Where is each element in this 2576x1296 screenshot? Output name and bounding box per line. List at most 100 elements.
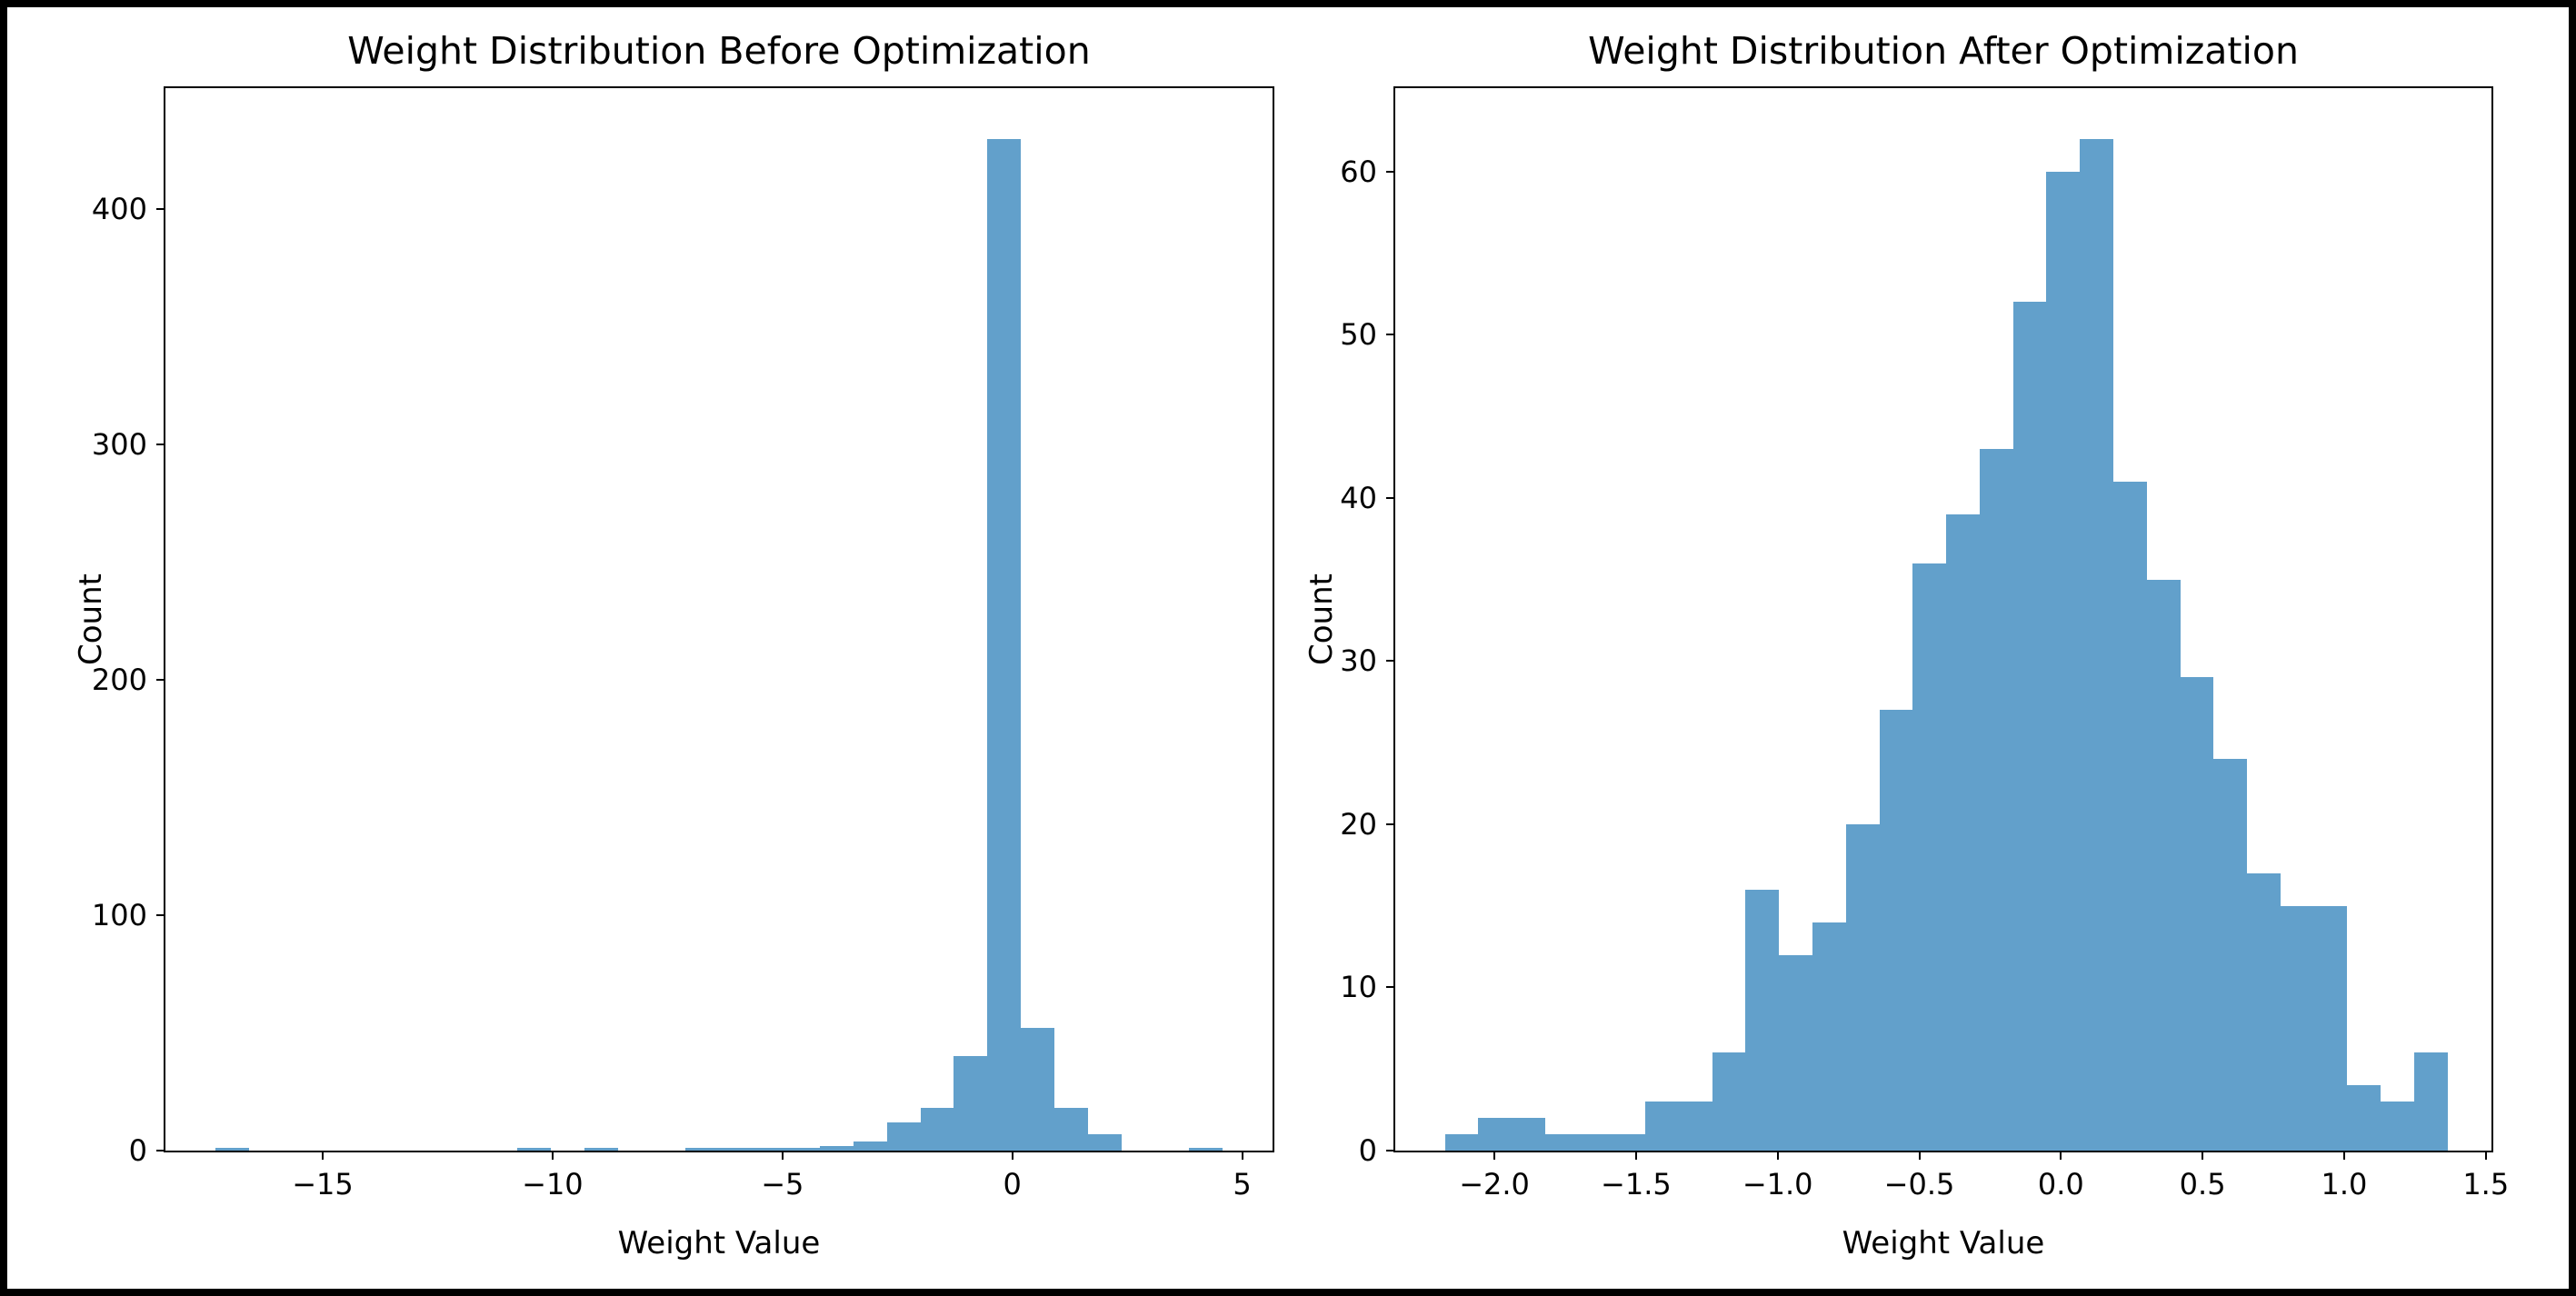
- histogram-bar: [2012, 302, 2047, 1151]
- x-tick-mark: [781, 1151, 784, 1160]
- histogram-bar: [1845, 823, 1880, 1151]
- y-axis-label-before: Count: [73, 573, 109, 665]
- histogram-bar: [1779, 954, 1813, 1151]
- histogram-bar: [1745, 889, 1780, 1151]
- x-tick-label: 1.0: [2321, 1167, 2368, 1201]
- histogram-bar: [2112, 481, 2147, 1151]
- histogram-bar: [2180, 677, 2214, 1151]
- histogram-bar: [2146, 579, 2181, 1151]
- histogram-bar: [2046, 171, 2081, 1151]
- histogram-bar: [2347, 1085, 2381, 1151]
- histogram-bar: [1979, 448, 2013, 1151]
- histogram-bar: [1712, 1052, 1746, 1151]
- histogram-bar: [584, 1148, 619, 1151]
- plot-area-after: −2.0 −1.5 −1.0 −0.5 0.0 0.5 1.0 1.5 0 10 20 30 40 50 6…: [1340, 86, 2509, 1201]
- y-tick-mark: [156, 679, 165, 682]
- histogram-bar: [1054, 1108, 1089, 1151]
- y-tick-label: 400: [91, 192, 147, 227]
- y-tick-mark: [1386, 496, 1395, 499]
- x-tick-label: −10: [522, 1167, 584, 1201]
- histogram-bar: [215, 1148, 250, 1151]
- histogram-bar: [2247, 872, 2281, 1151]
- histogram-bar: [853, 1141, 887, 1151]
- y-tick-mark: [156, 208, 165, 211]
- histogram-bar: [2213, 759, 2248, 1151]
- y-tick-mark: [156, 914, 165, 917]
- histogram-bar: [1912, 563, 1947, 1151]
- x-tick-label: −1.5: [1601, 1167, 1672, 1201]
- histogram-bar: [1578, 1134, 1612, 1151]
- histogram-bar: [1088, 1133, 1123, 1151]
- y-tick-mark: [1386, 660, 1395, 663]
- plot-area-before: −15 −10 −5 0 5 0 100 200 300 400: [92, 86, 1274, 1201]
- histogram-bar: [1478, 1118, 1513, 1151]
- x-tick-mark: [1776, 1151, 1779, 1160]
- y-tick-label: 100: [91, 898, 147, 933]
- histogram-bar: [954, 1056, 988, 1151]
- x-tick-label: 0.0: [2037, 1167, 2084, 1201]
- histogram-bar: [886, 1122, 921, 1151]
- x-tick-label: −2.0: [1459, 1167, 1530, 1201]
- y-tick-label: 0: [1358, 1133, 1377, 1168]
- histogram-bar: [517, 1148, 552, 1151]
- histogram-bar: [1946, 513, 1980, 1151]
- y-tick-label: 20: [1340, 806, 1377, 842]
- x-tick-mark: [2060, 1151, 2062, 1160]
- histogram-bar: [2080, 138, 2113, 1151]
- histogram-bar: [819, 1145, 854, 1151]
- x-axis-label-after: Weight Value: [1842, 1225, 2045, 1261]
- y-tick-label: 200: [91, 663, 147, 698]
- x-tick-label: −15: [292, 1167, 354, 1201]
- histogram-bar: [1444, 1134, 1479, 1151]
- x-tick-label: 5: [1233, 1167, 1252, 1201]
- histogram-bar: [1645, 1102, 1679, 1151]
- y-tick-label: 30: [1340, 643, 1377, 679]
- histogram-bar: [2280, 905, 2314, 1151]
- histogram-bar: [1544, 1134, 1579, 1151]
- chart-title-before: Weight Distribution Before Optimization: [347, 29, 1091, 73]
- y-tick-label: 10: [1340, 970, 1377, 1005]
- y-tick-mark: [1386, 170, 1395, 173]
- x-tick-mark: [1634, 1151, 1637, 1160]
- y-tick-label: 40: [1340, 480, 1377, 515]
- y-tick-label: 60: [1340, 154, 1377, 189]
- x-tick-mark: [2342, 1151, 2345, 1160]
- y-tick-mark: [1386, 1150, 1395, 1151]
- x-tick-mark: [551, 1151, 554, 1160]
- x-tick-mark: [321, 1151, 324, 1160]
- histogram-bar: [2381, 1102, 2414, 1151]
- y-tick-mark: [1386, 986, 1395, 989]
- x-tick-mark: [1241, 1151, 1243, 1160]
- chart-title-after: Weight Distribution After Optimization: [1588, 29, 2299, 73]
- y-tick-mark: [1386, 822, 1395, 825]
- histogram-bar: [752, 1148, 786, 1151]
- histogram-bar: [685, 1148, 719, 1151]
- y-tick-label: 50: [1340, 317, 1377, 353]
- histogram-bar: [920, 1108, 954, 1151]
- x-tick-mark: [2202, 1151, 2204, 1160]
- x-tick-label: −0.5: [1883, 1167, 1955, 1201]
- x-tick-label: −1.0: [1742, 1167, 1813, 1201]
- x-tick-mark: [2484, 1151, 2487, 1160]
- histogram-bar: [1678, 1102, 1712, 1151]
- x-tick-label: −5: [761, 1167, 804, 1201]
- histogram-bar: [2413, 1052, 2448, 1151]
- histogram-bar: [2313, 905, 2348, 1151]
- x-tick-mark: [1493, 1151, 1496, 1160]
- histogram-bar: [1188, 1148, 1223, 1151]
- y-tick-mark: [156, 444, 165, 446]
- histogram-bar: [1512, 1118, 1545, 1151]
- histogram-bar: [1812, 922, 1846, 1151]
- x-tick-label: 1.5: [2462, 1167, 2510, 1201]
- y-tick-mark: [1386, 334, 1395, 336]
- x-tick-label: 0: [1003, 1167, 1022, 1201]
- x-axis-label-before: Weight Value: [617, 1225, 821, 1261]
- x-tick-mark: [1011, 1151, 1013, 1160]
- histogram-bar: [785, 1148, 820, 1151]
- y-tick-label: 0: [128, 1133, 147, 1168]
- histogram-bar: [1021, 1028, 1055, 1151]
- y-tick-label: 300: [91, 427, 147, 463]
- histogram-bar: [1879, 710, 1913, 1151]
- histogram-bar: [719, 1148, 753, 1151]
